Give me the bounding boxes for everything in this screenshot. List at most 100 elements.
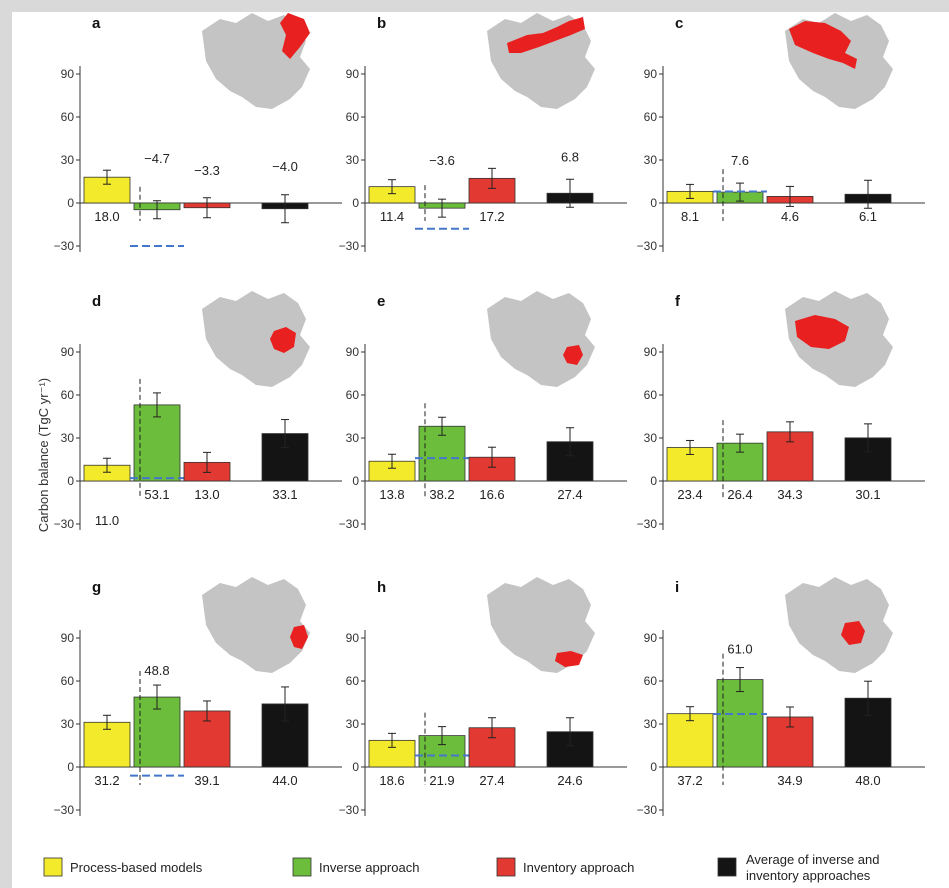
- value-label-inventory: 17.2: [479, 209, 504, 224]
- region-highlight: [795, 315, 849, 349]
- legend-swatch: [43, 857, 63, 877]
- y-tick-label: 60: [346, 110, 360, 124]
- value-label-process: 37.2: [677, 773, 702, 788]
- y-tick-label: 90: [61, 631, 75, 645]
- y-tick-label: 60: [61, 674, 75, 688]
- panel-letter: g: [92, 579, 101, 596]
- value-label-inverse: 7.6: [731, 153, 749, 168]
- china-outline: [202, 577, 310, 673]
- panel-b: b 90 60 30 0 −30 11.4 −3.6 17.2 6.8: [339, 13, 627, 253]
- value-label-inventory: 16.6: [479, 487, 504, 502]
- region-highlight: [507, 17, 585, 53]
- china-map: [785, 13, 893, 109]
- y-tick-label: 30: [61, 153, 75, 167]
- panel-h: h 90 60 30 0 −30 18.6 21.9 27.4 24.6: [339, 577, 627, 817]
- y-tick-label: −30: [637, 239, 658, 253]
- value-label-inverse: 38.2: [429, 487, 454, 502]
- value-label-average: 48.0: [855, 773, 880, 788]
- panel-g: g 90 60 30 0 −30 31.2 48.8 39.1 44.0: [54, 577, 342, 817]
- y-tick-label: 30: [61, 717, 75, 731]
- value-label-inventory: 39.1: [194, 773, 219, 788]
- legend-item-inverse: Inverse approach: [292, 857, 419, 877]
- panels: a 90 60 30 0 −30 18.0 −4.7 −3.3 −4.0 b 90 60 30 0 −30 11…: [54, 13, 925, 817]
- y-tick-label: 0: [650, 474, 657, 488]
- y-tick-label: 60: [644, 674, 658, 688]
- value-label-average: 44.0: [272, 773, 297, 788]
- y-tick-label: 30: [346, 717, 360, 731]
- value-label-average: −4.0: [272, 159, 298, 174]
- value-label-inventory: 34.9: [777, 773, 802, 788]
- region-highlight: [555, 651, 583, 667]
- y-tick-label: 60: [61, 110, 75, 124]
- panel-i: i 90 60 30 0 −30 37.2 61.0 34.9 48.0: [637, 577, 925, 817]
- panel-e: e 90 60 30 0 −30 13.8 38.2 16.6 27.4: [339, 291, 627, 531]
- y-tick-label: 90: [644, 67, 658, 81]
- value-label-process: 8.1: [681, 209, 699, 224]
- value-label-average: 24.6: [557, 773, 582, 788]
- y-tick-label: 90: [346, 631, 360, 645]
- value-label-process: 11.0: [95, 513, 119, 528]
- y-tick-label: 30: [61, 431, 75, 445]
- legend-label: Inverse approach: [319, 860, 419, 875]
- y-tick-label: −30: [54, 239, 75, 253]
- legend-swatch: [717, 857, 737, 877]
- legend-label: Average of inverse and inventory approach…: [746, 852, 879, 883]
- region-highlight: [270, 327, 296, 353]
- value-label-inverse: 48.8: [144, 663, 169, 678]
- value-label-average: 30.1: [855, 487, 880, 502]
- bar-inverse: [716, 679, 764, 768]
- y-tick-label: −30: [54, 517, 75, 531]
- y-tick-label: 60: [644, 110, 658, 124]
- bar-inverse: [133, 404, 181, 482]
- value-label-inverse: 21.9: [429, 773, 454, 788]
- value-label-inventory: 4.6: [781, 209, 799, 224]
- region-highlight: [841, 621, 865, 645]
- value-label-average: 33.1: [272, 487, 297, 502]
- y-tick-label: 60: [346, 674, 360, 688]
- legend-item-average: Average of inverse and inventory approach…: [717, 852, 879, 883]
- y-tick-label: 0: [352, 760, 359, 774]
- panel-letter: i: [675, 579, 679, 596]
- y-tick-label: −30: [54, 803, 75, 817]
- china-map: [487, 13, 595, 109]
- y-tick-label: 30: [644, 153, 658, 167]
- y-tick-label: −30: [637, 803, 658, 817]
- y-tick-label: 90: [644, 631, 658, 645]
- y-tick-label: 60: [644, 388, 658, 402]
- y-tick-label: 90: [61, 345, 75, 359]
- value-label-inventory: 34.3: [777, 487, 802, 502]
- y-axis-label: Carbon balance (TgC yr⁻¹): [36, 378, 51, 532]
- y-tick-label: 0: [352, 474, 359, 488]
- y-tick-label: 90: [61, 67, 75, 81]
- china-map: [202, 13, 310, 109]
- china-map: [202, 577, 310, 673]
- value-label-process: 23.4: [677, 487, 702, 502]
- panel-letter: h: [377, 579, 386, 596]
- value-label-inverse: −4.7: [144, 151, 170, 166]
- panel-letter: f: [675, 293, 681, 310]
- china-map: [785, 577, 893, 673]
- y-tick-label: 90: [346, 345, 360, 359]
- y-tick-label: 0: [67, 474, 74, 488]
- value-label-inverse: 26.4: [727, 487, 752, 502]
- legend-swatch: [496, 857, 516, 877]
- y-tick-label: 0: [67, 196, 74, 210]
- value-label-inverse: −3.6: [429, 153, 455, 168]
- legend-swatch: [292, 857, 312, 877]
- region-highlight: [280, 13, 310, 59]
- value-label-process: 31.2: [94, 773, 119, 788]
- legend: Process-based models Inverse approach Inve…: [43, 852, 879, 883]
- china-map: [202, 291, 310, 387]
- value-label-average: 6.8: [561, 149, 579, 164]
- value-label-inventory: −3.3: [194, 163, 220, 178]
- region-highlight: [789, 21, 857, 69]
- legend-item-inventory: Inventory approach: [496, 857, 634, 877]
- y-tick-label: 0: [352, 196, 359, 210]
- y-tick-label: 60: [61, 388, 75, 402]
- china-outline: [487, 577, 595, 673]
- value-label-inverse: 53.1: [144, 487, 169, 502]
- legend-item-process: Process-based models: [43, 857, 203, 877]
- y-tick-label: −30: [637, 517, 658, 531]
- y-tick-label: 90: [346, 67, 360, 81]
- china-map: [785, 291, 893, 387]
